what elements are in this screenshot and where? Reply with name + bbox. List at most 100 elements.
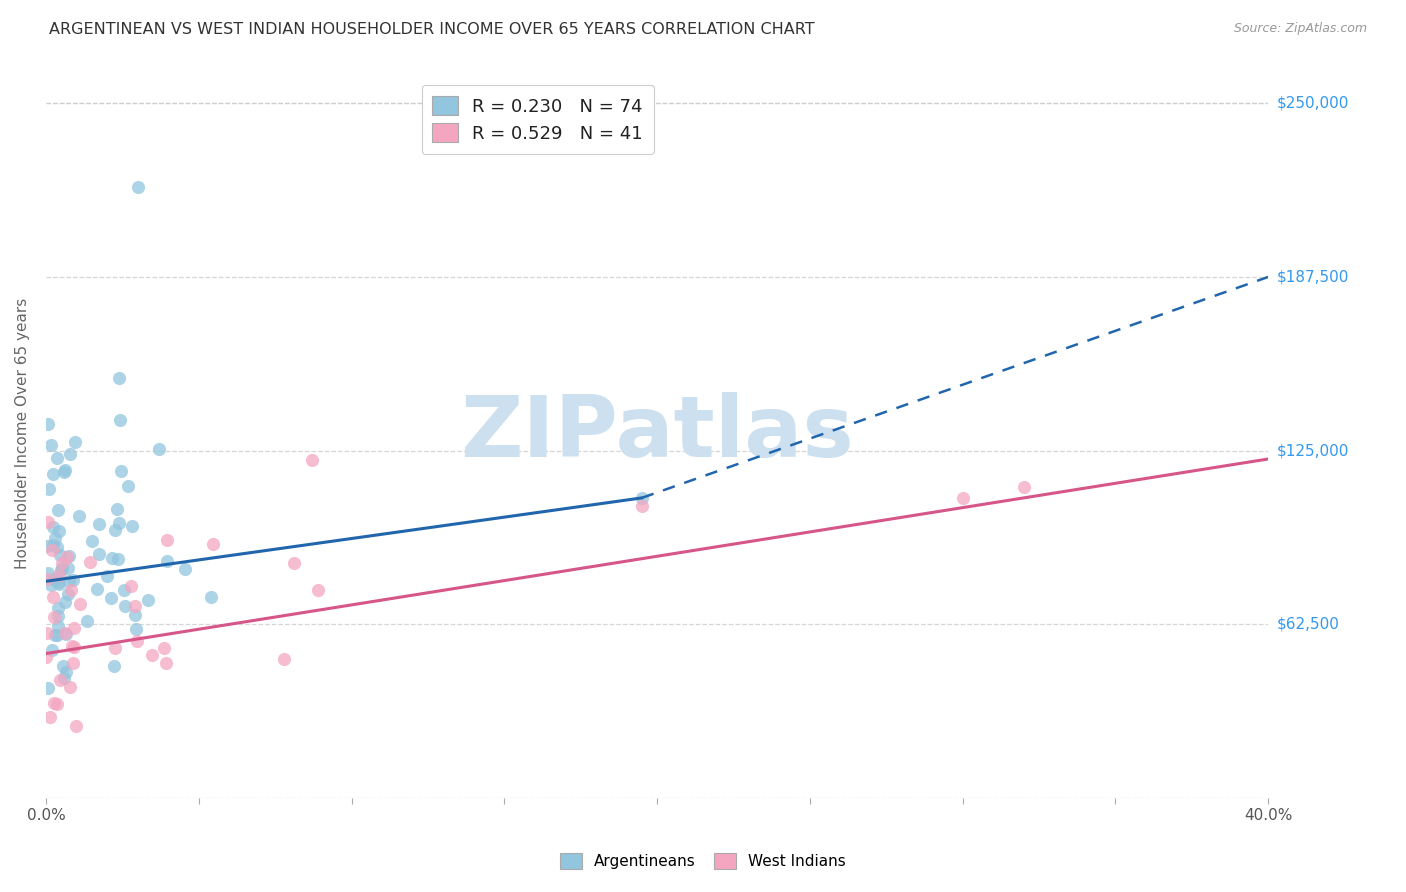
Point — [58, 680, 80, 694]
Point — [38, 710, 60, 724]
Point — [153, 640, 176, 655]
Text: $250,000: $250,000 — [1277, 95, 1348, 111]
Point — [148, 442, 170, 456]
Point — [952, 491, 974, 505]
Point — [58, 574, 80, 588]
Point — [307, 582, 329, 597]
Point — [55, 627, 77, 641]
Point — [121, 519, 143, 533]
Point — [104, 640, 127, 655]
Point — [55, 549, 77, 564]
Point — [51, 556, 73, 570]
Point — [35, 572, 58, 586]
Point — [45, 628, 67, 642]
Point — [39, 438, 62, 452]
Point — [46, 609, 69, 624]
Point — [125, 633, 148, 648]
Text: $62,500: $62,500 — [1277, 617, 1340, 632]
Point — [174, 561, 197, 575]
Point — [53, 595, 76, 609]
Point — [273, 652, 295, 666]
Point — [62, 656, 84, 670]
Point — [112, 583, 135, 598]
Point — [44, 696, 66, 710]
Text: Source: ZipAtlas.com: Source: ZipAtlas.com — [1233, 22, 1367, 36]
Point — [44, 532, 66, 546]
Point — [58, 549, 80, 563]
Point — [35, 649, 58, 664]
Text: ARGENTINEAN VS WEST INDIAN HOUSEHOLDER INCOME OVER 65 YEARS CORRELATION CHART: ARGENTINEAN VS WEST INDIAN HOUSEHOLDER I… — [49, 22, 815, 37]
Point — [41, 642, 63, 657]
Point — [60, 582, 83, 597]
Point — [48, 568, 70, 582]
Point — [630, 491, 652, 505]
Point — [38, 482, 60, 496]
Point — [62, 573, 84, 587]
Point — [96, 569, 118, 583]
Point — [37, 681, 59, 695]
Point — [630, 500, 652, 514]
Point — [124, 599, 146, 613]
Point — [48, 574, 70, 589]
Point — [100, 550, 122, 565]
Point — [58, 587, 80, 601]
Point — [44, 628, 66, 642]
Point — [69, 597, 91, 611]
Point — [49, 548, 72, 562]
Point — [87, 548, 110, 562]
Point — [46, 600, 69, 615]
Point — [108, 370, 131, 384]
Point — [200, 591, 222, 605]
Point — [301, 453, 323, 467]
Point — [46, 503, 69, 517]
Text: ZIPatlas: ZIPatlas — [460, 392, 853, 475]
Point — [141, 648, 163, 663]
Point — [156, 533, 179, 547]
Point — [42, 572, 65, 586]
Point — [53, 672, 76, 686]
Point — [89, 517, 111, 532]
Point — [46, 541, 69, 555]
Point — [100, 591, 122, 605]
Point — [41, 543, 63, 558]
Point — [53, 463, 76, 477]
Point — [62, 621, 84, 635]
Point — [104, 523, 127, 537]
Point — [76, 614, 98, 628]
Point — [1012, 480, 1035, 494]
Point — [156, 554, 179, 568]
Point — [117, 479, 139, 493]
Point — [49, 673, 72, 687]
Point — [46, 697, 69, 711]
Point — [48, 577, 70, 591]
Point — [42, 538, 65, 552]
Point — [103, 658, 125, 673]
Point — [65, 719, 87, 733]
Point — [63, 435, 86, 450]
Y-axis label: Householder Income Over 65 years: Householder Income Over 65 years — [15, 298, 30, 569]
Point — [41, 467, 63, 481]
Point — [59, 447, 82, 461]
Text: $125,000: $125,000 — [1277, 443, 1348, 458]
Point — [110, 464, 132, 478]
Point — [125, 622, 148, 636]
Point — [120, 579, 142, 593]
Point — [39, 578, 62, 592]
Point — [35, 540, 58, 554]
Point — [155, 657, 177, 671]
Point — [37, 566, 59, 580]
Point — [46, 619, 69, 633]
Point — [48, 524, 70, 538]
Legend: Argentineans, West Indians: Argentineans, West Indians — [554, 847, 852, 875]
Point — [108, 516, 131, 530]
Point — [201, 537, 224, 551]
Point — [79, 555, 101, 569]
Point — [62, 639, 84, 653]
Point — [105, 502, 128, 516]
Point — [82, 534, 104, 549]
Point — [44, 609, 66, 624]
Point — [52, 659, 75, 673]
Point — [44, 573, 66, 587]
Point — [37, 417, 59, 432]
Legend: R = 0.230   N = 74, R = 0.529   N = 41: R = 0.230 N = 74, R = 0.529 N = 41 — [422, 85, 654, 153]
